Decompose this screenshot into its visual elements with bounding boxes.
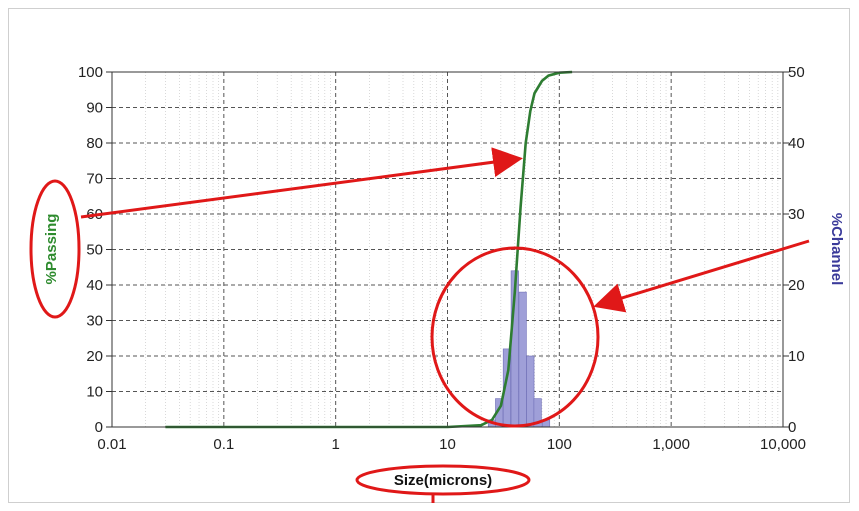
bars-highlight — [430, 246, 600, 428]
y-left-tick-label: 0 — [95, 419, 103, 436]
y-left-tick-label: 50 — [86, 242, 103, 259]
x-axis-title: Size(microns) — [394, 472, 492, 489]
passing-arrow — [80, 147, 523, 219]
xlabel-highlight — [355, 464, 531, 496]
y-left-tick-label: 80 — [86, 135, 103, 152]
y-left-tick-label: 40 — [86, 277, 103, 294]
x-tick-label: 100 — [547, 436, 572, 453]
channel-bar — [526, 355, 535, 428]
x-tick-label: 1 — [331, 436, 339, 453]
y-left-tick-label: 90 — [86, 100, 103, 117]
y-right-tick-label: 50 — [788, 64, 805, 81]
annotations — [29, 147, 810, 503]
x-tick-label: 10 — [439, 436, 456, 453]
x-tick-labels: 0.01 0.1 1 10 100 1,000 10,000 — [97, 436, 806, 453]
y-left-tick-label: 70 — [86, 171, 103, 188]
y-left-tick-label: 30 — [86, 313, 103, 330]
channel-arrow — [593, 239, 810, 313]
channel-bar — [518, 291, 527, 428]
x-tick-label: 0.01 — [97, 436, 126, 453]
y-right-tick-label: 0 — [788, 419, 796, 436]
y-right-tick-label: 20 — [788, 277, 805, 294]
x-tick-label: 0.1 — [213, 436, 234, 453]
x-tick-label: 10,000 — [760, 436, 806, 453]
y-left-tick-label: 20 — [86, 348, 103, 365]
y-right-tick-label: 40 — [788, 135, 805, 152]
y-left-axis-title: %Passing — [43, 214, 60, 285]
y-left-tick-label: 10 — [86, 384, 103, 401]
x-tick-label: 1,000 — [652, 436, 690, 453]
y-right-tick-labels: 0 10 20 30 40 50 — [783, 64, 805, 436]
y-left-tick-labels: 0102030405060708090100 — [78, 64, 112, 436]
passing-label-highlight — [29, 179, 81, 319]
y-right-axis-title: %Channel — [828, 213, 845, 286]
y-left-tick-label: 100 — [78, 64, 103, 81]
y-right-tick-label: 30 — [788, 206, 805, 223]
y-right-tick-label: 10 — [788, 348, 805, 365]
